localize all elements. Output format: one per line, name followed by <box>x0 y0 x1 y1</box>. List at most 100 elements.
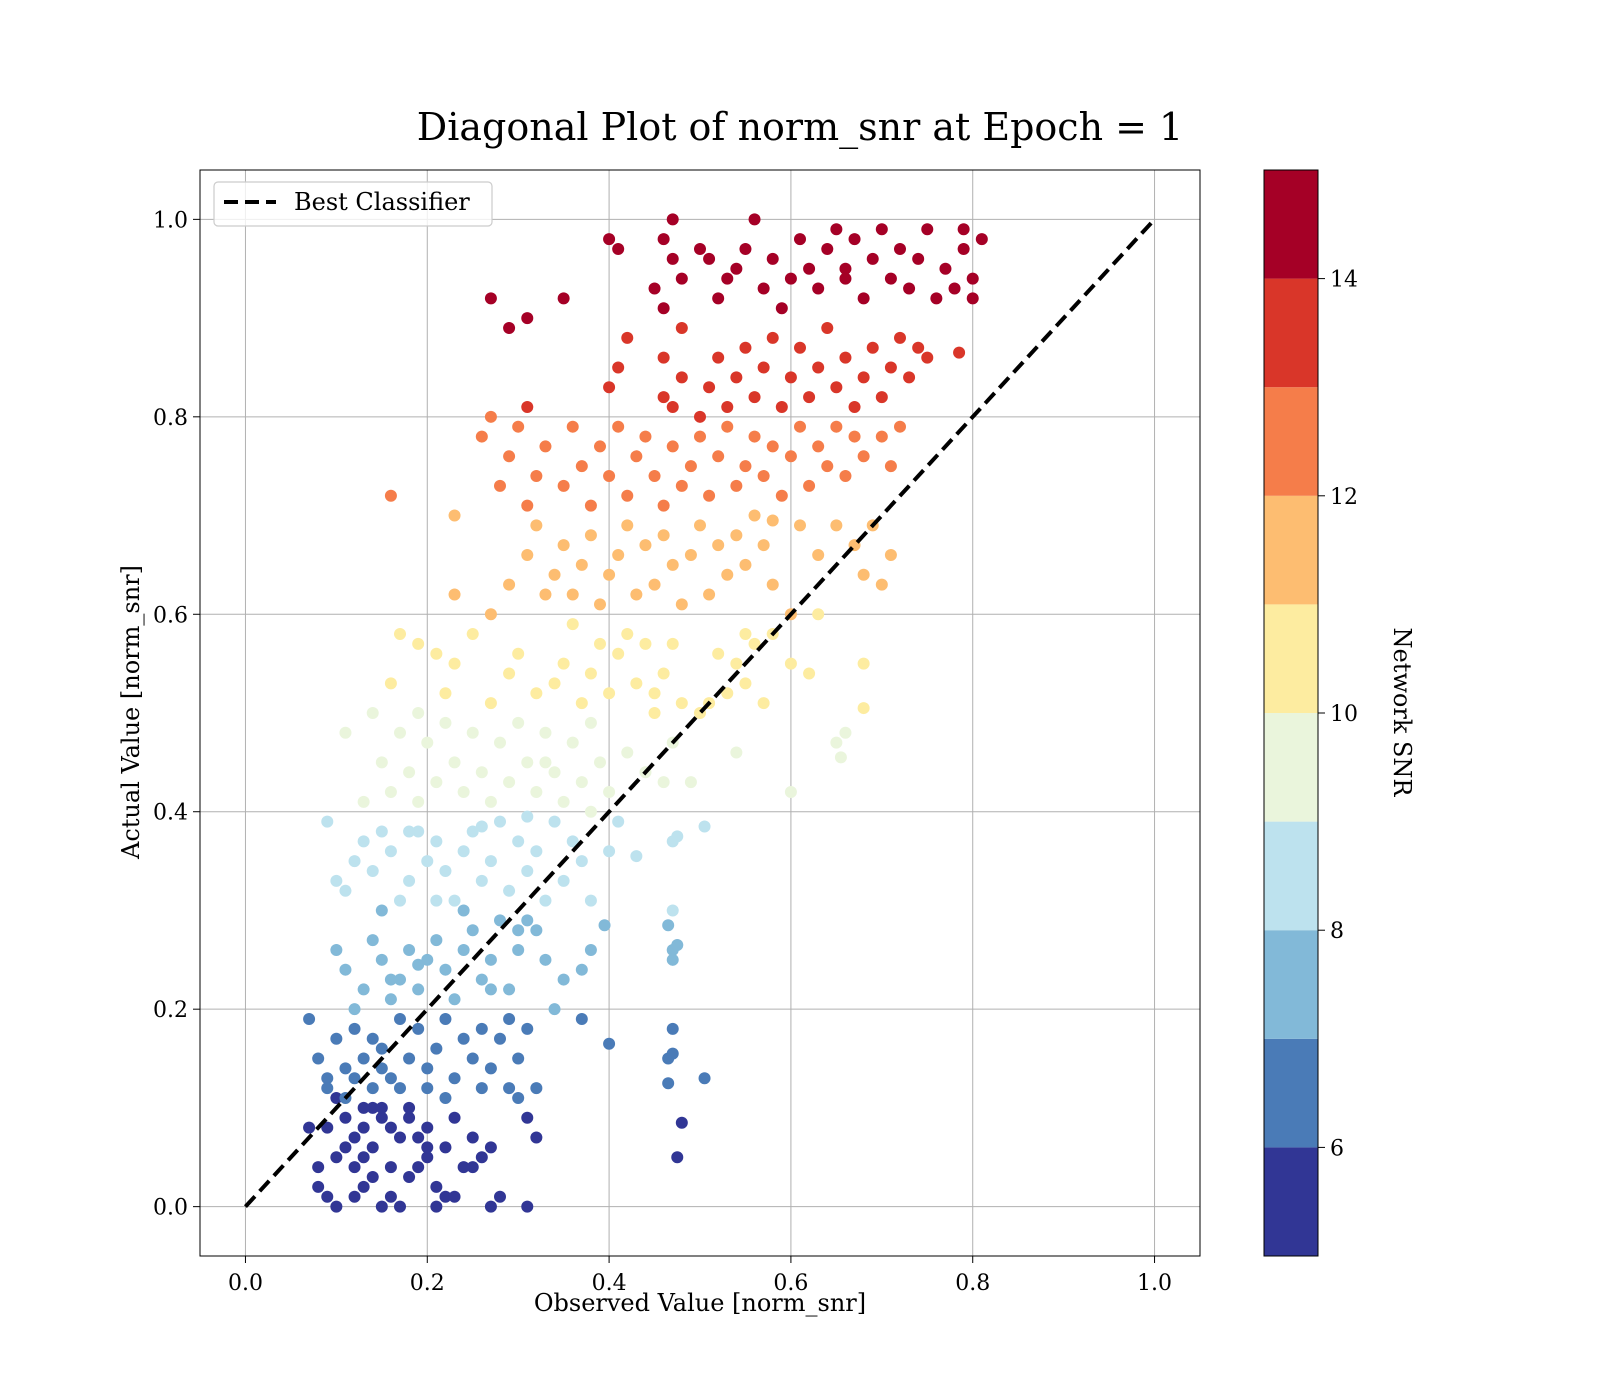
scatter-point <box>566 736 579 749</box>
scatter-point <box>584 499 597 512</box>
scatter-point <box>484 410 497 423</box>
scatter-point <box>648 687 661 700</box>
scatter-point <box>330 1200 343 1213</box>
best-classifier-line <box>243 218 1157 1208</box>
scatter-point <box>675 272 688 285</box>
colorbar-segment <box>1264 1038 1318 1148</box>
scatter-point <box>530 1131 543 1144</box>
scatter-point <box>503 578 516 591</box>
scatter-point <box>475 430 488 443</box>
scatter-point <box>966 292 979 305</box>
scatter-point <box>403 1052 416 1065</box>
scatter-point <box>475 973 488 986</box>
scatter-point <box>439 1013 452 1026</box>
scatter-point <box>875 391 888 404</box>
scatter-point <box>621 489 634 502</box>
scatter-point <box>584 805 597 818</box>
scatter-point <box>830 223 843 236</box>
scatter-point <box>448 993 461 1006</box>
scatter-point <box>766 514 779 527</box>
scatter-point <box>421 1121 434 1134</box>
scatter-point <box>439 963 452 976</box>
scatter-point <box>912 341 925 354</box>
scatter-point <box>466 1052 479 1065</box>
scatter-point <box>784 657 797 670</box>
scatter-point <box>512 716 525 729</box>
colorbar-tick-label: 10 <box>1330 702 1358 727</box>
scatter-point <box>966 272 979 285</box>
scatter-point <box>503 776 516 789</box>
scatter-point <box>521 400 534 413</box>
scatter-point <box>930 292 943 305</box>
scatter-point <box>448 657 461 670</box>
scatter-point <box>503 1082 516 1095</box>
scatter-point <box>684 460 697 473</box>
scatter-point <box>494 1190 506 1203</box>
scatter-point <box>721 687 734 700</box>
scatter-point <box>484 608 497 621</box>
scatter-point <box>557 479 570 492</box>
scatter-point <box>521 1022 534 1035</box>
scatter-point <box>830 381 843 394</box>
scatter-point <box>357 1101 370 1114</box>
scatter-point <box>403 825 416 838</box>
scatter-point <box>421 1082 434 1095</box>
scatter-point <box>812 440 825 453</box>
scatter-point <box>857 292 870 305</box>
scatter-point <box>584 716 597 729</box>
scatter-point <box>848 400 861 413</box>
scatter-point <box>348 855 361 868</box>
scatter-point <box>698 1072 711 1085</box>
scatter-point <box>821 460 834 473</box>
scatter-point <box>339 963 352 976</box>
scatter-point <box>866 252 879 265</box>
scatter-point <box>621 519 634 532</box>
scatter-point <box>666 904 679 917</box>
colorbar-segment <box>1264 1147 1318 1256</box>
scatter-point <box>834 751 847 764</box>
scatter-point <box>648 578 661 591</box>
scatter-point <box>484 697 497 710</box>
scatter-point <box>348 1190 361 1203</box>
scatter-point <box>794 233 806 246</box>
scatter-point <box>412 795 425 808</box>
scatter-point <box>466 924 479 937</box>
scatter-point <box>775 400 788 413</box>
y-tick-label: 0.8 <box>153 406 188 431</box>
scatter-point <box>521 312 534 325</box>
scatter-point <box>821 321 834 334</box>
scatter-point <box>766 578 779 591</box>
scatter-point <box>803 479 816 492</box>
scatter-point <box>666 637 679 650</box>
scatter-point <box>703 489 716 502</box>
scatter-point <box>303 1121 316 1134</box>
x-tick-label: 0.4 <box>592 1271 627 1296</box>
scatter-point <box>366 1082 379 1095</box>
scatter-point <box>384 677 397 690</box>
scatter-point <box>357 1052 370 1065</box>
scatter-point <box>703 252 716 265</box>
x-tick-label: 1.0 <box>1137 1271 1172 1296</box>
scatter-point <box>666 558 679 571</box>
scatter-point <box>857 568 870 581</box>
colorbar-tick-label: 14 <box>1330 268 1358 293</box>
scatter-point <box>484 1141 497 1154</box>
scatter-point <box>403 1171 416 1184</box>
scatter-point <box>630 450 643 463</box>
scatter-point <box>366 864 379 877</box>
scatter-point <box>503 884 516 897</box>
scatter-point <box>484 795 497 808</box>
scatter-point <box>503 450 516 463</box>
scatter-point <box>375 1062 388 1075</box>
scatter-point <box>657 776 670 789</box>
scatter-point <box>766 252 779 265</box>
scatter-point <box>948 282 961 295</box>
scatter-point <box>475 1151 488 1164</box>
scatter-point <box>321 815 334 828</box>
scatter-point <box>394 894 406 907</box>
scatter-point <box>821 242 834 255</box>
scatter-point <box>439 716 452 729</box>
scatter-point <box>766 331 779 344</box>
scatter-point <box>675 697 688 710</box>
scatter-point <box>839 726 852 739</box>
